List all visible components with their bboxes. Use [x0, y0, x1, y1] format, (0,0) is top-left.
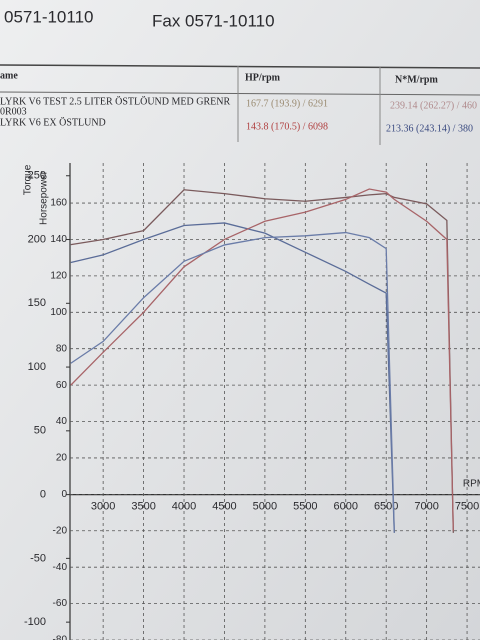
- hp-peak: 143.8 (170.5) / 6098: [246, 121, 328, 132]
- table-header: HP/rpm: [245, 72, 281, 83]
- torque-peak: 239.14 (262.27) / 460: [390, 100, 477, 111]
- x-tick-label: 4500: [212, 501, 236, 513]
- y2-tick-label: 100: [50, 307, 67, 318]
- y-tick-label: 0: [40, 489, 46, 501]
- x-tick-label: 5500: [293, 501, 317, 513]
- y2-tick-label: 120: [50, 271, 67, 282]
- y-tick-label: -100: [24, 616, 46, 628]
- x-tick-label: 5000: [253, 501, 277, 513]
- x-axis-label: RPM: [463, 479, 480, 490]
- x-tick-label: 7500: [455, 501, 479, 513]
- x-tick-label: 4000: [172, 501, 196, 513]
- table-header: N*M/rpm: [395, 74, 438, 85]
- curve: [70, 189, 454, 533]
- y-tick-label: 50: [34, 425, 46, 437]
- phone: 0571-10110: [4, 7, 94, 26]
- curve: [70, 188, 454, 531]
- y2-tick-label: -20: [53, 525, 68, 536]
- y2-tick-label: 160: [50, 198, 67, 209]
- y2-axis-label: Horsepower: [39, 170, 50, 225]
- x-tick-label: 6000: [334, 501, 358, 513]
- table-rule: [0, 91, 480, 96]
- y2-tick-label: 140: [50, 234, 67, 245]
- run-name: 0R003: [0, 106, 27, 117]
- y-tick-label: 250: [28, 170, 46, 182]
- torque-peak: 213.36 (243.14) / 380: [386, 123, 473, 134]
- y2-tick-label: 20: [56, 453, 68, 464]
- y-tick-label: -50: [30, 552, 46, 564]
- y2-tick-label: 60: [56, 380, 68, 391]
- table-rule: [0, 64, 480, 69]
- run-name: LYRK V6 EX ÖSTLUND: [0, 116, 106, 128]
- curve: [70, 231, 395, 531]
- y-tick-label: 100: [28, 361, 46, 373]
- y2-tick-label: 80: [56, 343, 68, 354]
- x-tick-label: 3000: [91, 501, 115, 513]
- y-axis-label: Torque: [23, 164, 34, 195]
- fax: Fax 0571-10110: [152, 11, 275, 30]
- y-tick-label: 150: [28, 297, 46, 309]
- x-tick-label: 7000: [414, 501, 438, 513]
- x-tick-label: 3500: [131, 501, 155, 513]
- y2-tick-label: 0: [61, 489, 67, 500]
- curve: [70, 222, 395, 533]
- y2-tick-label: -80: [53, 635, 68, 640]
- y-tick-label: 200: [28, 233, 46, 245]
- run-name: LYRK V6 TEST 2.5 LITER ÖSTLÖUND MED GREN…: [0, 95, 230, 107]
- y2-tick-label: 40: [56, 416, 68, 427]
- x-tick-label: 6500: [374, 501, 398, 513]
- y2-tick-label: -40: [53, 562, 68, 573]
- y2-tick-label: -60: [53, 598, 68, 609]
- table-header: ame: [0, 70, 18, 81]
- hp-peak: 167.7 (193.9) / 6291: [246, 98, 328, 109]
